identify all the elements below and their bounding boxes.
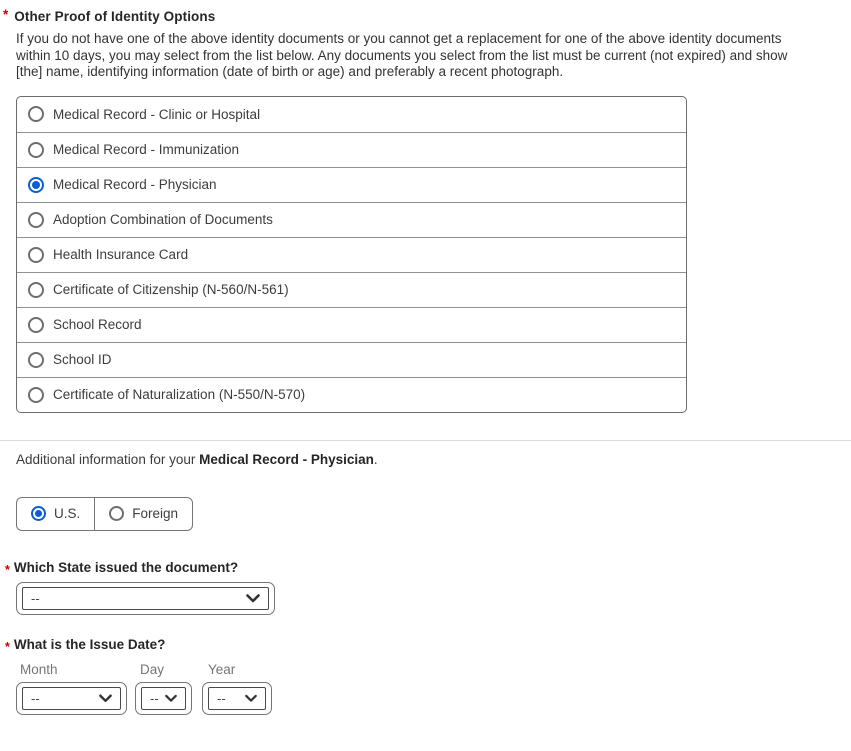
section-description: If you do not have one of the above iden… (16, 31, 849, 81)
required-asterisk: * (5, 639, 10, 654)
year-select-value: -- (217, 690, 226, 706)
radio-button-icon[interactable] (109, 506, 125, 521)
day-select-wrapper: -- (135, 681, 192, 715)
description-line: If you do not have one of the above iden… (16, 31, 782, 46)
option-medical-record-physician[interactable]: Medical Record - Physician (17, 166, 686, 202)
radio-button-icon[interactable] (28, 211, 44, 228)
additional-info-prefix: Additional information for your (16, 451, 200, 467)
chevron-down-icon (165, 694, 177, 703)
additional-info-suffix: . (373, 451, 378, 467)
option-certificate-naturalization[interactable]: Certificate of Naturalization (N-550/N-5… (17, 376, 686, 412)
option-label: School ID (53, 352, 112, 367)
day-select[interactable]: -- (141, 686, 186, 710)
state-select-wrapper: -- (16, 581, 275, 615)
description-line: [the] name, identifying information (dat… (16, 64, 564, 79)
chevron-down-icon (246, 593, 260, 603)
option-label: School Record (53, 317, 142, 332)
option-label: Medical Record - Physician (53, 177, 217, 192)
identity-options-form: * Other Proof of Identity Options If you… (0, 7, 851, 715)
identity-options-list: Medical Record - Clinic or Hospital Medi… (16, 95, 687, 413)
year-label: Year (208, 661, 236, 677)
radio-button-icon[interactable] (28, 246, 44, 263)
day-label: Day (140, 661, 165, 677)
selected-document-name: Medical Record - Physician (199, 451, 374, 467)
section-header: * Other Proof of Identity Options (3, 7, 851, 24)
month-select-value: -- (31, 690, 40, 706)
required-asterisk: * (3, 7, 9, 22)
radio-button-selected-icon[interactable] (28, 176, 44, 193)
state-question-label: Which State issued the document? (13, 559, 239, 575)
option-label: Medical Record - Immunization (53, 142, 240, 157)
required-asterisk: * (5, 562, 10, 577)
description-line: within 10 days, you may select from the … (16, 47, 788, 63)
origin-option-label: Foreign (132, 506, 179, 521)
chevron-down-icon (99, 694, 112, 703)
radio-button-selected-icon[interactable] (31, 506, 46, 521)
option-label: Adoption Combination of Documents (53, 212, 273, 227)
chevron-down-icon (245, 694, 257, 703)
year-select-wrapper: -- (202, 681, 272, 715)
state-question-header: * Which State issued the document? (5, 559, 851, 577)
option-label: Medical Record - Clinic or Hospital (53, 106, 261, 122)
origin-toggle: U.S. Foreign (16, 496, 194, 531)
month-label: Month (20, 661, 58, 677)
state-select[interactable]: -- (22, 586, 269, 610)
radio-button-icon[interactable] (28, 316, 44, 333)
section-divider (0, 439, 851, 441)
issue-date-header: * What is the Issue Date? (5, 636, 851, 654)
origin-option-foreign[interactable]: Foreign (94, 497, 192, 530)
radio-button-icon[interactable] (28, 281, 44, 298)
radio-button-icon[interactable] (28, 141, 44, 158)
option-health-insurance-card[interactable]: Health Insurance Card (17, 236, 686, 272)
issue-date-label: What is the Issue Date? (13, 636, 166, 652)
option-certificate-citizenship[interactable]: Certificate of Citizenship (N-560/N-561) (17, 271, 686, 307)
option-medical-record-clinic[interactable]: Medical Record - Clinic or Hospital (17, 97, 686, 132)
additional-info-text: Additional information for your Medical … (16, 452, 851, 467)
radio-button-icon[interactable] (28, 106, 44, 122)
origin-option-label: U.S. (54, 506, 81, 521)
option-school-id[interactable]: School ID (17, 341, 686, 377)
option-label: Certificate of Citizenship (N-560/N-561) (53, 282, 289, 297)
option-medical-record-immunization[interactable]: Medical Record - Immunization (17, 131, 686, 167)
radio-button-icon[interactable] (28, 351, 44, 368)
date-selects-row: -- -- -- (16, 681, 851, 715)
year-select[interactable]: -- (208, 686, 266, 710)
day-select-value: -- (150, 690, 159, 706)
radio-button-icon[interactable] (28, 386, 44, 403)
page-title: Other Proof of Identity Options (14, 9, 216, 24)
month-select-wrapper: -- (16, 681, 127, 715)
origin-option-us[interactable]: U.S. (17, 498, 94, 530)
option-adoption-combination[interactable]: Adoption Combination of Documents (17, 201, 686, 237)
option-label: Health Insurance Card (53, 247, 189, 262)
state-select-value: -- (31, 590, 40, 606)
month-select[interactable]: -- (22, 686, 121, 710)
option-label: Certificate of Naturalization (N-550/N-5… (53, 387, 306, 402)
date-field-labels: Month Day Year (16, 662, 851, 677)
option-school-record[interactable]: School Record (17, 306, 686, 342)
